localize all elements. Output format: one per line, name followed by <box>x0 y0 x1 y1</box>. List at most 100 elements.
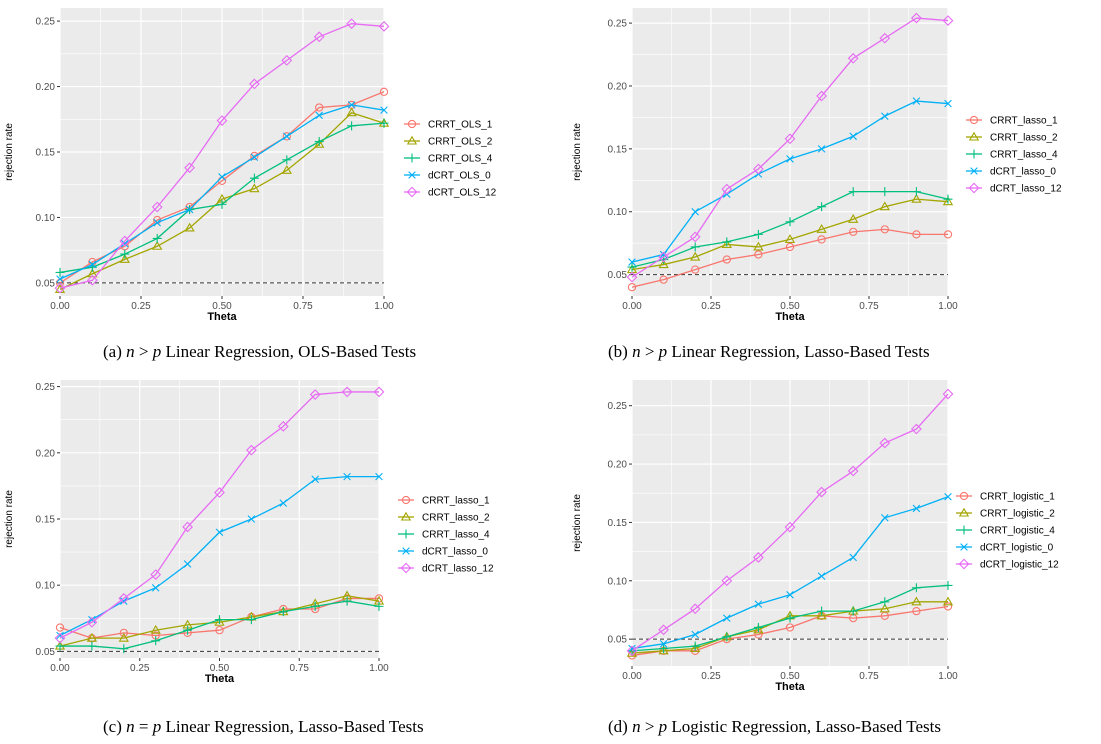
y-tick-label: 0.10 <box>36 213 56 224</box>
point-CRRT_lasso_4 <box>753 229 763 239</box>
y-axis-title-c: rejection rate <box>4 490 15 548</box>
legend-label: dCRT_OLS_12 <box>428 188 497 199</box>
point-dCRT_OLS_12 <box>281 54 293 66</box>
point-dCRT_lasso_12 <box>626 271 638 283</box>
point-dCRT_logistic_0 <box>881 513 889 522</box>
point-CRRT_logistic_4 <box>785 613 795 623</box>
point-CRRT_logistic_1 <box>912 606 921 616</box>
line-CRRT_OLS_1 <box>59 91 385 284</box>
x-tick-label: 1.00 <box>374 301 394 312</box>
legend-key-marker <box>401 495 411 505</box>
point-CRRT_OLS_1 <box>153 215 162 225</box>
x-tick-label: 0.00 <box>50 301 70 312</box>
line-dCRT_logistic_12 <box>631 393 949 652</box>
point-dCRT_logistic_12 <box>721 575 733 587</box>
point-CRRT_logistic_2 <box>690 643 701 653</box>
legend-key-marker <box>959 525 969 535</box>
point-CRRT_OLS_2 <box>314 138 325 148</box>
point-dCRT_lasso_0 <box>88 615 96 624</box>
point-dCRT_OLS_0 <box>121 239 129 248</box>
x-tick-label: 0.50 <box>780 671 800 682</box>
y-axis-title-b: rejection rate <box>572 123 583 181</box>
point-dCRT_logistic_0 <box>723 614 731 622</box>
x-tick-label: 0.50 <box>212 301 232 312</box>
point-dCRT_logistic_12 <box>626 645 638 657</box>
point-dCRT_logistic_0 <box>659 640 668 648</box>
legend-key-marker <box>969 149 979 159</box>
point-dCRT_logistic_12 <box>942 388 954 400</box>
point-dCRT_logistic_12 <box>816 486 827 498</box>
x-tick-label: 0.00 <box>622 301 642 312</box>
caption-b-text: Linear Regression, Lasso-Based Tests <box>671 342 930 361</box>
grid-major-c <box>59 380 380 658</box>
line-CRRT_logistic_1 <box>631 605 949 657</box>
point-dCRT_OLS_0 <box>88 260 97 269</box>
point-CRRT_OLS_4 <box>120 249 130 259</box>
y-tick-label: 0.05 <box>36 278 56 289</box>
point-dCRT_lasso_0 <box>183 560 192 568</box>
point-CRRT_lasso_4 <box>817 202 827 212</box>
line-dCRT_lasso_12 <box>59 391 379 639</box>
point-CRRT_lasso_4 <box>278 607 288 617</box>
point-dCRT_logistic_0 <box>944 492 952 501</box>
point-CRRT_OLS_2 <box>249 183 260 193</box>
y-axis-title-d: rejection rate <box>572 494 583 552</box>
point-dCRT_OLS_0 <box>218 173 226 181</box>
series-CRRT_lasso_4 <box>55 596 384 654</box>
point-CRRT_lasso_1 <box>817 235 826 244</box>
legend-label: CRRT_OLS_4 <box>428 154 493 165</box>
caption-d-text: Logistic Regression, Lasso-Based Tests <box>671 717 941 736</box>
point-CRRT_lasso_2 <box>784 234 796 243</box>
point-dCRT_lasso_12 <box>911 12 922 24</box>
series-dCRT_OLS_12 <box>54 18 390 294</box>
point-dCRT_lasso_0 <box>215 528 224 537</box>
point-dCRT_lasso_12 <box>689 231 701 243</box>
point-CRRT_OLS_4 <box>152 233 162 243</box>
x-tick-label: 0.50 <box>780 301 800 312</box>
x-tick-label: 0.25 <box>701 301 721 312</box>
point-dCRT_OLS_12 <box>216 115 228 126</box>
series-dCRT_OLS_0 <box>56 101 388 283</box>
point-CRRT_OLS_2 <box>281 165 292 174</box>
point-CRRT_lasso_4 <box>785 217 795 227</box>
point-dCRT_OLS_12 <box>249 78 260 90</box>
point-CRRT_lasso_2 <box>150 624 161 634</box>
legend-key-marker <box>959 491 969 501</box>
series-CRRT_lasso_1 <box>627 225 953 292</box>
point-CRRT_logistic_4 <box>848 606 858 616</box>
chart-d-svg: 0.00 0.25 0.50 0.75 1.00 0.05 0.10 0.15 0.20 0.25… <box>572 380 1059 693</box>
point-CRRT_lasso_1 <box>215 626 224 635</box>
point-dCRT_OLS_0 <box>153 218 161 227</box>
point-CRRT_lasso_2 <box>753 241 764 251</box>
line-dCRT_OLS_12 <box>59 23 385 289</box>
legend-key-marker <box>406 135 418 145</box>
point-CRRT_OLS_2 <box>346 107 357 117</box>
point-dCRT_lasso_12 <box>277 420 289 432</box>
point-CRRT_lasso_2 <box>690 251 701 261</box>
point-dCRT_logistic_12 <box>911 423 922 435</box>
legend-label: CRRT_OLS_1 <box>428 120 493 131</box>
line-CRRT_lasso_1 <box>631 228 948 288</box>
legend-label: dCRT_OLS_0 <box>428 171 491 182</box>
point-CRRT_logistic_4 <box>943 580 953 590</box>
point-dCRT_lasso_12 <box>86 616 98 628</box>
series-dCRT_lasso_0 <box>628 97 952 266</box>
point-CRRT_lasso_1 <box>722 255 731 264</box>
caption-d-p: p <box>658 717 668 736</box>
chart-panel-a: 0.00 0.25 0.50 0.75 1.00 0.05 0.10 0.15 0.20 0.25… <box>0 0 550 330</box>
point-dCRT_logistic_0 <box>691 630 699 639</box>
point-CRRT_lasso_4 <box>690 242 700 252</box>
legend-key-marker <box>968 131 980 141</box>
legend-label: CRRT_lasso_1 <box>422 496 490 507</box>
series-dCRT_logistic_0 <box>628 492 952 653</box>
legend-key-marker <box>958 558 970 570</box>
point-dCRT_logistic_12 <box>658 624 669 636</box>
point-dCRT_lasso_0 <box>849 132 857 141</box>
point-dCRT_OLS_12 <box>378 20 390 32</box>
legend-label: dCRT_lasso_0 <box>990 167 1056 178</box>
legend-key-marker <box>968 182 980 194</box>
caption-a-n: n <box>126 342 135 361</box>
point-CRRT_lasso_1 <box>55 623 65 632</box>
line-CRRT_lasso_2 <box>631 198 949 271</box>
line-CRRT_OLS_2 <box>59 111 385 291</box>
